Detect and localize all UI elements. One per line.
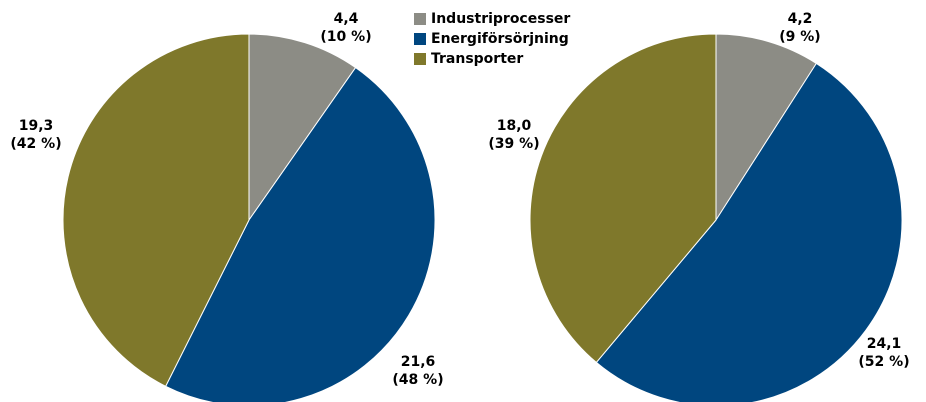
value-label: 4,4 xyxy=(334,11,359,27)
value-label: 4,2 xyxy=(788,11,813,27)
pie-slice xyxy=(595,62,903,402)
pie-slice xyxy=(164,66,436,402)
pie-slice xyxy=(62,33,250,387)
pie-slice xyxy=(248,33,357,222)
percent-label: (42 %) xyxy=(10,136,61,152)
percent-label: (10 %) xyxy=(320,29,371,45)
value-label: 24,1 xyxy=(867,336,902,352)
percent-label: (48 %) xyxy=(392,372,443,388)
legend-swatch xyxy=(414,53,426,65)
value-label: 21,6 xyxy=(401,354,436,370)
percent-label: (52 %) xyxy=(858,354,909,370)
value-label: 18,0 xyxy=(497,118,532,134)
legend-label: Energiförsörjning xyxy=(431,31,569,47)
pie-slice xyxy=(529,33,717,364)
pie-slice xyxy=(715,33,818,222)
value-label: 19,3 xyxy=(19,118,54,134)
legend-swatch xyxy=(414,13,426,25)
legend-swatch xyxy=(414,33,426,45)
percent-label: (39 %) xyxy=(488,136,539,152)
legend-label: Transporter xyxy=(431,51,523,67)
legend-label: Industriprocesser xyxy=(431,11,570,27)
percent-label: (9 %) xyxy=(779,29,820,45)
